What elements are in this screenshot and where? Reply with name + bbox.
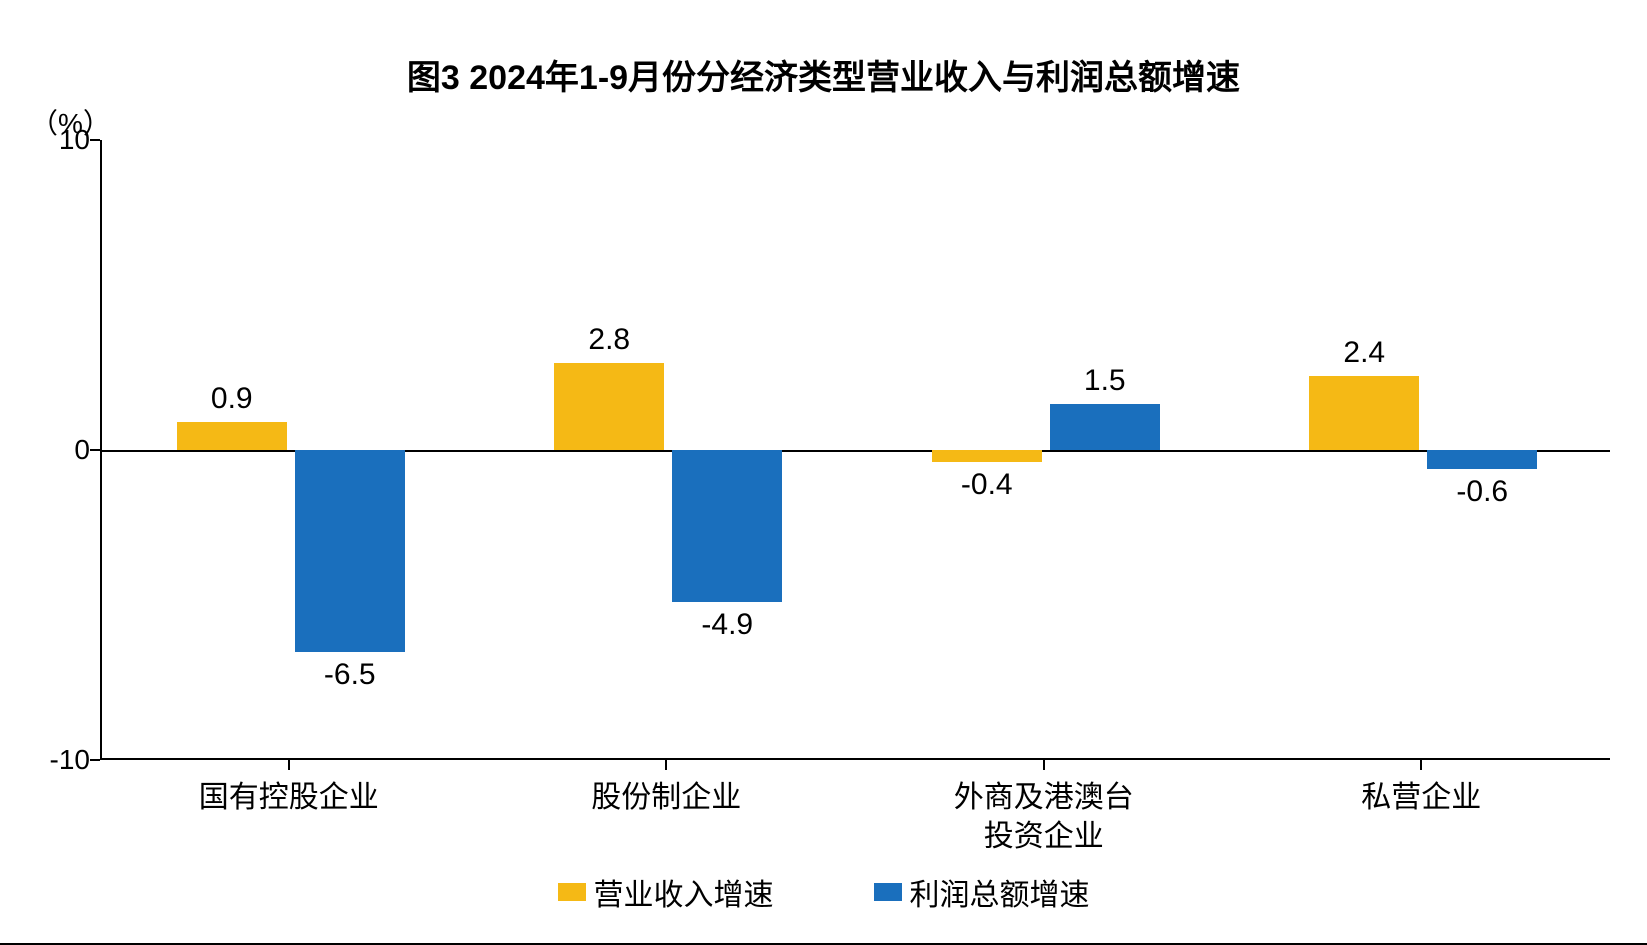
chart-title: 图3 2024年1-9月份分经济类型营业收入与利润总额增速 — [0, 50, 1647, 99]
y-tick-mark-0 — [90, 759, 100, 761]
legend: 营业收入增速 利润总额增速 — [0, 870, 1647, 914]
bar-series1-cat1 — [672, 450, 782, 602]
chart-container: 图3 2024年1-9月份分经济类型营业收入与利润总额增速 （%） 0.9 -6… — [0, 0, 1647, 945]
legend-item-1: 利润总额增速 — [874, 870, 1090, 914]
bar-series0-cat1 — [554, 363, 664, 450]
legend-item-0: 营业收入增速 — [558, 870, 774, 914]
bar-series0-cat2 — [932, 450, 1042, 462]
bar-series1-cat0 — [295, 450, 405, 652]
bar-series1-cat2 — [1050, 404, 1160, 451]
legend-label-1: 利润总额增速 — [910, 870, 1090, 914]
data-label-s1-c1: -4.9 — [652, 608, 802, 642]
y-tick-label-1: 0 — [20, 434, 90, 466]
bar-series0-cat3 — [1309, 376, 1419, 450]
data-label-s1-c0: -6.5 — [275, 658, 425, 692]
category-label-1: 股份制企业 — [478, 778, 856, 817]
x-tick-mark-3 — [1420, 760, 1422, 770]
category-label-3: 私营企业 — [1233, 778, 1611, 817]
category-label-2: 外商及港澳台 投资企业 — [855, 778, 1233, 856]
data-label-s0-c0: 0.9 — [157, 382, 307, 416]
data-label-s0-c1: 2.8 — [534, 323, 684, 357]
data-label-s0-c2: -0.4 — [912, 468, 1062, 502]
data-label-s1-c2: 1.5 — [1030, 364, 1180, 398]
data-label-s1-c3: -0.6 — [1407, 475, 1557, 509]
x-tick-mark-1 — [665, 760, 667, 770]
y-tick-mark-2 — [90, 139, 100, 141]
legend-label-0: 营业收入增速 — [594, 870, 774, 914]
legend-swatch-1 — [874, 883, 902, 901]
legend-swatch-0 — [558, 883, 586, 901]
y-tick-label-2: 10 — [20, 124, 90, 156]
y-tick-mark-1 — [90, 449, 100, 451]
category-label-0: 国有控股企业 — [100, 778, 478, 817]
bar-series1-cat3 — [1427, 450, 1537, 469]
x-tick-mark-2 — [1043, 760, 1045, 770]
y-tick-label-0: -10 — [20, 744, 90, 776]
plot-area: 0.9 -6.5 2.8 -4.9 -0.4 1.5 2.4 -0.6 — [100, 140, 1610, 760]
bar-series0-cat0 — [177, 422, 287, 450]
data-label-s0-c3: 2.4 — [1289, 336, 1439, 370]
x-tick-mark-0 — [288, 760, 290, 770]
